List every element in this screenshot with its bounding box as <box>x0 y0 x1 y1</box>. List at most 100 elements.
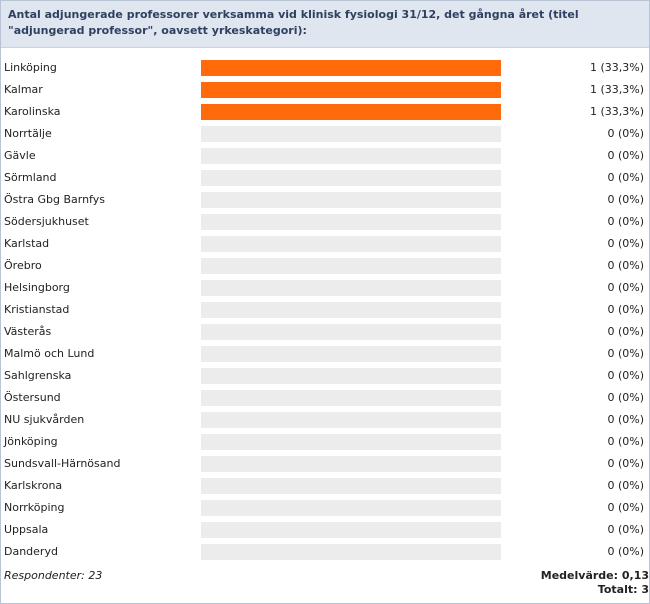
title-bar: Antal adjungerade professorer verksamma … <box>1 1 649 48</box>
bar-track <box>201 60 501 76</box>
table-row: Linköping 1 (33,3%) <box>1 58 649 80</box>
table-row: Malmö och Lund 0 (0%) <box>1 344 649 366</box>
bar <box>201 82 501 98</box>
value-label: 0 (0%) <box>607 259 644 272</box>
table-row: Helsingborg 0 (0%) <box>1 278 649 300</box>
table-row: Västerås 0 (0%) <box>1 322 649 344</box>
table-row: Sahlgrenska 0 (0%) <box>1 366 649 388</box>
bar-track <box>201 192 501 208</box>
summary-stats: Medelvärde: 0,13 Totalt: 3 <box>541 569 649 597</box>
value-label: 1 (33,3%) <box>589 83 644 96</box>
category-label: Linköping <box>4 61 57 74</box>
bar-track <box>201 214 501 230</box>
table-row: Karolinska 1 (33,3%) <box>1 102 649 124</box>
value-label: 0 (0%) <box>607 215 644 228</box>
bar-track <box>201 412 501 428</box>
table-row: Gävle 0 (0%) <box>1 146 649 168</box>
bar-track <box>201 170 501 186</box>
value-label: 0 (0%) <box>607 303 644 316</box>
table-row: Södersjukhuset 0 (0%) <box>1 212 649 234</box>
category-label: Örebro <box>4 259 42 272</box>
category-label: Norrtälje <box>4 127 52 140</box>
value-label: 0 (0%) <box>607 413 644 426</box>
mean-value: Medelvärde: 0,13 <box>540 569 649 582</box>
bar <box>201 104 501 120</box>
total-value: Totalt: 3 <box>597 583 649 596</box>
category-label: Jönköping <box>4 435 58 448</box>
bar-track <box>201 544 501 560</box>
bar-track <box>201 346 501 362</box>
bar-track <box>201 456 501 472</box>
value-label: 0 (0%) <box>607 479 644 492</box>
category-label: NU sjukvården <box>4 413 85 426</box>
category-label: Gävle <box>4 149 36 162</box>
bar-track <box>201 324 501 340</box>
bar-track <box>201 478 501 494</box>
table-row: Uppsala 0 (0%) <box>1 520 649 542</box>
table-row: Kalmar 1 (33,3%) <box>1 80 649 102</box>
value-label: 1 (33,3%) <box>589 105 644 118</box>
value-label: 0 (0%) <box>607 325 644 338</box>
table-row: Örebro 0 (0%) <box>1 256 649 278</box>
table-row: Kristianstad 0 (0%) <box>1 300 649 322</box>
category-label: Karlskrona <box>4 479 63 492</box>
bar-track <box>201 236 501 252</box>
category-label: Östra Gbg Barnfys <box>4 193 105 206</box>
category-label: Östersund <box>4 391 61 404</box>
bar-track <box>201 280 501 296</box>
table-row: Karlstad 0 (0%) <box>1 234 649 256</box>
bar-track <box>201 104 501 120</box>
bar-track <box>201 390 501 406</box>
value-label: 0 (0%) <box>607 193 644 206</box>
value-label: 0 (0%) <box>607 523 644 536</box>
table-row: Östersund 0 (0%) <box>1 388 649 410</box>
bar-track <box>201 82 501 98</box>
value-label: 0 (0%) <box>607 457 644 470</box>
value-label: 1 (33,3%) <box>589 61 644 74</box>
bar-track <box>201 368 501 384</box>
category-label: Sundsvall-Härnösand <box>4 457 121 470</box>
value-label: 0 (0%) <box>607 501 644 514</box>
value-label: 0 (0%) <box>607 237 644 250</box>
table-row: Danderyd 0 (0%) <box>1 542 649 564</box>
bar-track <box>201 258 501 274</box>
value-label: 0 (0%) <box>607 391 644 404</box>
bar-track <box>201 500 501 516</box>
value-label: 0 (0%) <box>607 545 644 558</box>
category-label: Karolinska <box>4 105 61 118</box>
bar-track <box>201 302 501 318</box>
category-label: Kalmar <box>4 83 43 96</box>
category-label: Sahlgrenska <box>4 369 72 382</box>
table-row: Östra Gbg Barnfys 0 (0%) <box>1 190 649 212</box>
bar-track <box>201 434 501 450</box>
category-label: Västerås <box>4 325 52 338</box>
category-label: Norrköping <box>4 501 65 514</box>
bar-track <box>201 126 501 142</box>
value-label: 0 (0%) <box>607 435 644 448</box>
category-label: Helsingborg <box>4 281 70 294</box>
category-label: Södersjukhuset <box>4 215 89 228</box>
category-label: Sörmland <box>4 171 57 184</box>
value-label: 0 (0%) <box>607 127 644 140</box>
table-row: Karlskrona 0 (0%) <box>1 476 649 498</box>
table-row: Jönköping 0 (0%) <box>1 432 649 454</box>
table-row: Sörmland 0 (0%) <box>1 168 649 190</box>
bar <box>201 60 501 76</box>
value-label: 0 (0%) <box>607 171 644 184</box>
bar-track <box>201 522 501 538</box>
value-label: 0 (0%) <box>607 281 644 294</box>
respondents-count: Respondenter: 23 <box>4 569 103 582</box>
value-label: 0 (0%) <box>607 149 644 162</box>
category-label: Kristianstad <box>4 303 70 316</box>
category-label: Malmö och Lund <box>4 347 95 360</box>
value-label: 0 (0%) <box>607 347 644 360</box>
bar-track <box>201 148 501 164</box>
category-label: Karlstad <box>4 237 50 250</box>
chart-title: Antal adjungerade professorer verksamma … <box>8 8 579 37</box>
table-row: Norrköping 0 (0%) <box>1 498 649 520</box>
table-row: NU sjukvården 0 (0%) <box>1 410 649 432</box>
category-label: Uppsala <box>4 523 49 536</box>
value-label: 0 (0%) <box>607 369 644 382</box>
category-label: Danderyd <box>4 545 58 558</box>
